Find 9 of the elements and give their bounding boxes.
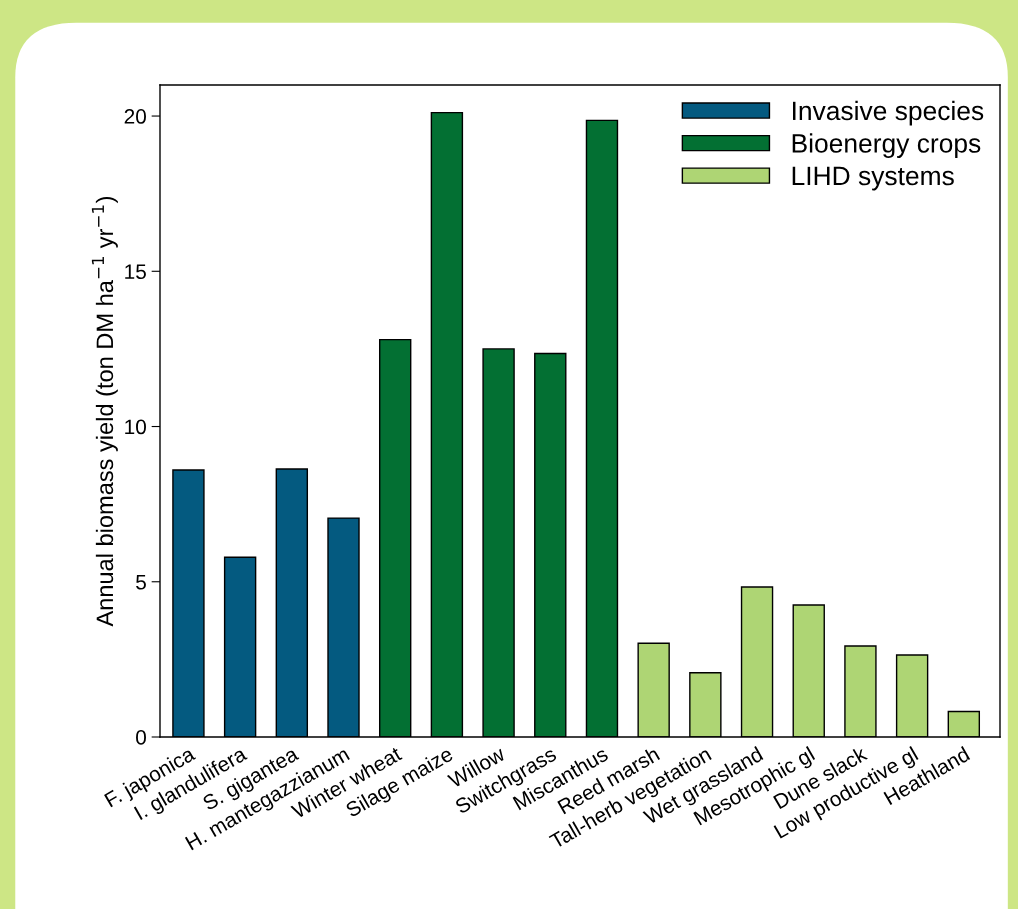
y-tick-label: 20 (124, 109, 146, 124)
y-axis-title: Annual biomass yield (ton DM ha$^{−1}$ yr$^{−1}$) (91, 197, 118, 627)
legend-label: Bioenergy crops (792, 133, 981, 158)
y-tick-label: 15 (125, 264, 146, 280)
y-tick-label: 10 (125, 419, 146, 435)
y-tick-label: 5 (136, 574, 146, 590)
legend-label: LIHD systems (792, 166, 954, 191)
legend-label: Invasive species (793, 100, 984, 126)
y-tick-label: 0 (136, 730, 146, 745)
